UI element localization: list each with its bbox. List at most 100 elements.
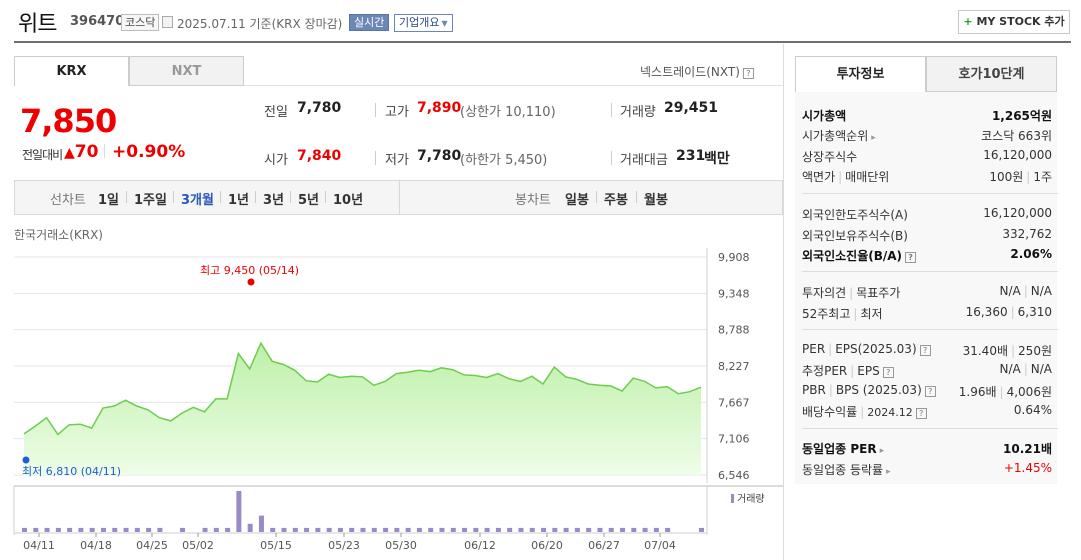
period-1w[interactable]: 1주일 bbox=[134, 193, 167, 208]
par-label: 액면가 bbox=[802, 170, 836, 184]
market-badge: 코스닥 bbox=[121, 14, 160, 31]
volume-bar bbox=[507, 527, 513, 532]
volume-bar bbox=[33, 527, 39, 532]
volume-bar bbox=[642, 527, 648, 532]
chevron-right-icon[interactable]: ▸ bbox=[871, 133, 876, 143]
x-tick-label: 06/12 bbox=[464, 539, 496, 552]
dividend-date: 2024.12 bbox=[867, 406, 913, 419]
opinion-value: N/A bbox=[999, 284, 1021, 298]
y-tick-label: 7,667 bbox=[718, 396, 750, 409]
volume-bar bbox=[247, 523, 253, 532]
volume-bar bbox=[281, 527, 287, 532]
high-annotation: 최고 9,450 (05/14) bbox=[200, 264, 299, 277]
period-3y[interactable]: 3년 bbox=[263, 193, 285, 208]
week52-high-label: 52주최고 bbox=[802, 307, 851, 321]
sector-per-label: 동일업종 PER bbox=[802, 442, 877, 456]
up-triangle-icon: ▲ bbox=[64, 145, 75, 161]
volume-bar bbox=[484, 527, 490, 532]
volume-bar bbox=[371, 527, 377, 532]
tab-krx[interactable]: KRX bbox=[14, 56, 129, 86]
period-sep bbox=[596, 191, 597, 203]
my-stock-add-button[interactable]: + MY STOCK 추가 bbox=[958, 10, 1070, 34]
foreign-limit-value: 16,120,000 bbox=[983, 206, 1052, 220]
pbr-label: PBR bbox=[802, 383, 826, 397]
volume-bar bbox=[292, 527, 298, 532]
high-marker bbox=[247, 278, 255, 286]
panel-divider bbox=[783, 44, 784, 560]
x-tick-label: 04/11 bbox=[23, 539, 55, 552]
help-icon[interactable]: ? bbox=[742, 68, 754, 79]
x-tick-label: 05/23 bbox=[328, 539, 360, 552]
period-sep bbox=[325, 191, 326, 203]
period-3m[interactable]: 3개월 bbox=[181, 193, 214, 208]
volume-bar bbox=[213, 527, 219, 532]
volume-bar bbox=[100, 527, 106, 532]
chevron-right-icon[interactable]: ▸ bbox=[886, 467, 891, 477]
upper-limit: (상한가 10,110) bbox=[460, 105, 556, 120]
y-tick-label: 8,227 bbox=[718, 360, 750, 373]
volume-legend: 거래량 bbox=[737, 493, 765, 505]
price-chart[interactable]: 9,908 9,348 8,788 8,227 7,667 7,106 6,546 04/1… bbox=[0, 240, 783, 560]
help-icon[interactable]: ? bbox=[882, 367, 894, 378]
foreign-hold-value: 332,762 bbox=[1002, 227, 1052, 241]
x-tick-label: 06/20 bbox=[531, 539, 563, 552]
volume-bar bbox=[665, 527, 671, 532]
volume-bar bbox=[383, 527, 389, 532]
volume-bar bbox=[225, 527, 231, 532]
change-amount: ▲70 bbox=[64, 142, 98, 162]
listed-shares-value: 16,120,000 bbox=[983, 148, 1052, 162]
help-icon[interactable]: ? bbox=[919, 345, 931, 356]
per-value: 31.40배 bbox=[962, 344, 1008, 358]
period-sep bbox=[126, 191, 127, 203]
amount-label: 거래대금 bbox=[620, 153, 668, 168]
period-10y[interactable]: 10년 bbox=[333, 193, 364, 208]
chevron-right-icon[interactable]: ▸ bbox=[879, 446, 885, 456]
x-tick-label: 06/27 bbox=[588, 539, 620, 552]
price-line bbox=[23, 341, 702, 436]
stat-divider bbox=[375, 103, 376, 117]
help-icon[interactable]: ? bbox=[915, 408, 927, 419]
volume-bar bbox=[405, 527, 411, 532]
help-icon[interactable]: ? bbox=[924, 386, 936, 397]
volume-bar bbox=[699, 527, 704, 532]
tab-orderbook[interactable]: 호가10단계 bbox=[926, 56, 1057, 92]
volume-bar bbox=[620, 527, 626, 532]
x-tick-label: 07/04 bbox=[644, 539, 676, 552]
volume-bar bbox=[360, 527, 366, 532]
dividend-label: 배당수익률 bbox=[802, 405, 858, 419]
tab-invest-info[interactable]: 투자정보 bbox=[795, 56, 926, 92]
prev-close-label: 전일 bbox=[264, 105, 288, 120]
candle-monthly[interactable]: 월봉 bbox=[644, 193, 668, 208]
high-value: 7,890 bbox=[417, 100, 462, 116]
trade-unit-label: 매매단위 bbox=[845, 170, 890, 184]
pbr-value: 1.96배 bbox=[958, 385, 997, 399]
open-label: 시가 bbox=[264, 153, 288, 168]
y-tick-label: 9,348 bbox=[718, 287, 750, 300]
volume-bar bbox=[428, 527, 434, 532]
period-1y[interactable]: 1년 bbox=[228, 193, 250, 208]
period-5y[interactable]: 5년 bbox=[298, 193, 320, 208]
realtime-badge[interactable]: 실시간 bbox=[349, 14, 390, 31]
period-bar-divider bbox=[399, 181, 400, 214]
nxt-link[interactable]: 넥스트레이드(NXT)? bbox=[640, 63, 754, 80]
volume-bar bbox=[631, 527, 637, 532]
market-cap-label: 시가총액 bbox=[802, 109, 847, 123]
company-info-button[interactable]: 기업개요 ▼ bbox=[394, 14, 453, 32]
section-divider bbox=[802, 271, 1058, 272]
target-price-label: 목표주가 bbox=[856, 286, 901, 300]
eps-label: EPS(2025.03) bbox=[835, 342, 917, 356]
volume-bar bbox=[597, 527, 603, 532]
volume-bar bbox=[563, 527, 569, 532]
prev-close-value: 7,780 bbox=[297, 100, 342, 116]
candle-daily[interactable]: 일봉 bbox=[565, 193, 589, 208]
sector-per-value: 10.21배 bbox=[1003, 442, 1052, 456]
tab-nxt[interactable]: NXT bbox=[129, 56, 244, 86]
help-icon[interactable]: ? bbox=[905, 252, 917, 263]
high-label: 고가 bbox=[385, 105, 409, 120]
volume-bar bbox=[55, 527, 61, 532]
company-info-label: 기업개요 bbox=[399, 16, 440, 29]
listed-shares-label: 상장주식수 bbox=[802, 150, 858, 164]
period-1d[interactable]: 1일 bbox=[98, 193, 120, 208]
foreign-rate-label: 외국인소진율(B/A) bbox=[802, 249, 903, 263]
candle-weekly[interactable]: 주봉 bbox=[604, 193, 628, 208]
